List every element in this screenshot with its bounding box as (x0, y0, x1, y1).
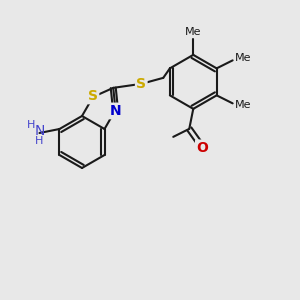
Text: S: S (136, 77, 146, 91)
Text: S: S (88, 89, 98, 103)
Text: Me: Me (234, 53, 251, 63)
Text: N: N (34, 124, 45, 138)
Text: Me: Me (185, 27, 202, 37)
Text: H: H (35, 136, 44, 146)
Text: Me: Me (234, 100, 251, 110)
Text: O: O (196, 141, 208, 155)
Text: H: H (27, 120, 36, 130)
Text: N: N (110, 104, 121, 118)
